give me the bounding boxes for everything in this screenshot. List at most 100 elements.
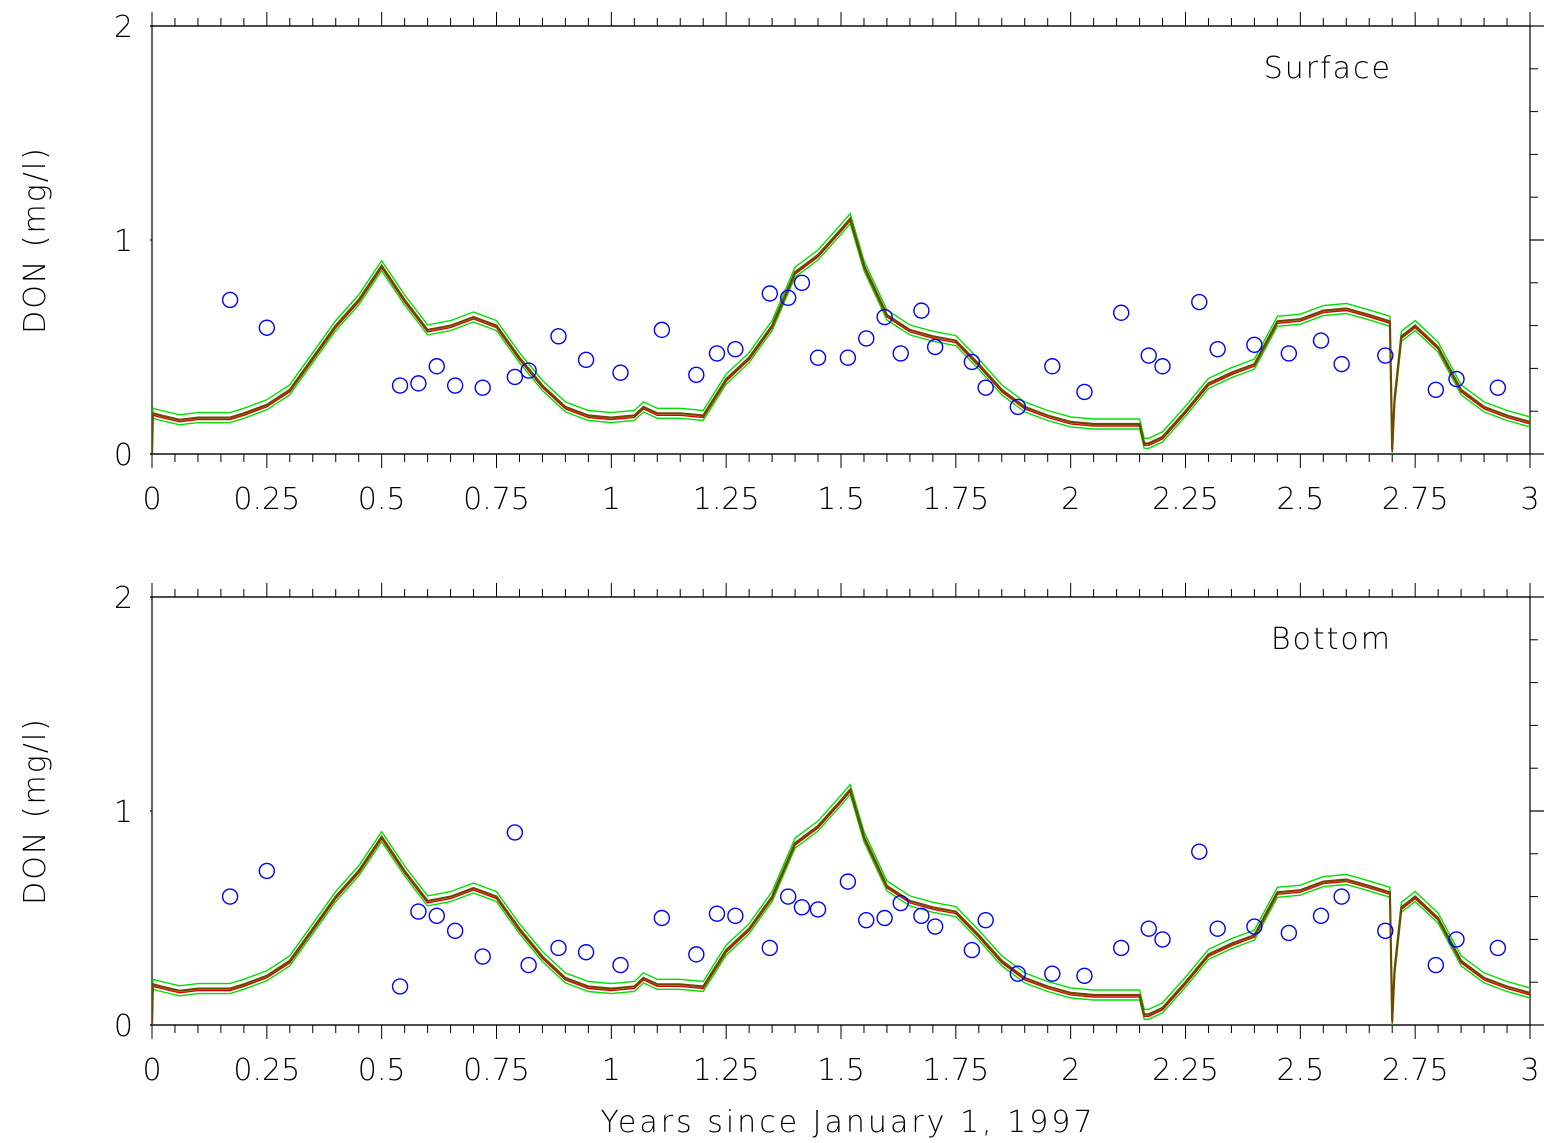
y-tick-label: 1 bbox=[114, 795, 133, 830]
observation-point bbox=[858, 911, 875, 929]
x-tick-label: 2.25 bbox=[1152, 1053, 1219, 1088]
observation-point bbox=[876, 308, 893, 326]
observation-point bbox=[520, 362, 537, 379]
observation-point bbox=[1427, 956, 1445, 974]
observation-point bbox=[1333, 888, 1350, 905]
observation-point bbox=[1489, 379, 1507, 396]
observation-point bbox=[474, 948, 491, 965]
observation-point bbox=[1154, 931, 1171, 948]
model-curve-group bbox=[152, 212, 1530, 454]
observation-point bbox=[913, 302, 930, 319]
observation-point bbox=[727, 340, 744, 358]
x-tick-label: 2.5 bbox=[1276, 1053, 1324, 1088]
observation-point bbox=[1312, 907, 1330, 925]
x-tick-label: 1.25 bbox=[693, 1053, 760, 1088]
observation-point bbox=[1312, 332, 1330, 349]
observation-point bbox=[926, 918, 944, 935]
observation-point bbox=[258, 319, 276, 336]
observation-point bbox=[1448, 931, 1465, 948]
model-curve-group bbox=[152, 783, 1530, 1025]
model-lower-envelope bbox=[152, 222, 1530, 454]
observation-point bbox=[446, 922, 464, 940]
panel-label: Surface bbox=[1264, 51, 1392, 86]
observation-point bbox=[708, 905, 726, 922]
observation-point bbox=[1191, 843, 1208, 860]
observation-point bbox=[793, 274, 811, 291]
observation-point bbox=[1154, 358, 1171, 375]
observation-point bbox=[1044, 358, 1061, 375]
observation-point bbox=[977, 911, 994, 929]
observation-point bbox=[653, 321, 671, 339]
observation-point bbox=[653, 909, 671, 927]
observation-point bbox=[1140, 347, 1157, 364]
observation-point bbox=[858, 330, 875, 347]
observation-point bbox=[1044, 965, 1061, 982]
observation-point bbox=[977, 379, 994, 396]
x-tick-label: 0.5 bbox=[358, 482, 406, 517]
observation-point bbox=[1191, 293, 1208, 311]
observation-point bbox=[761, 285, 779, 302]
x-tick-label: 2 bbox=[1061, 1053, 1080, 1088]
observation-point bbox=[839, 873, 857, 890]
observation-point bbox=[926, 338, 944, 356]
bottom-panel: 0 0.25 0.5 0.75 1 1.25 1.5 1.75 2 2.25 2.5 2.75 3 0 1 2… bbox=[18, 581, 1544, 1088]
x-tick-label: 1.5 bbox=[817, 482, 865, 517]
x-tick-label: 0.25 bbox=[233, 1053, 300, 1088]
x-tick-label: 1 bbox=[602, 482, 621, 517]
model-lower-envelope bbox=[152, 793, 1530, 1025]
observation-point bbox=[1280, 345, 1298, 362]
model-line bbox=[152, 216, 1530, 454]
observation-point bbox=[428, 358, 445, 375]
observation-point bbox=[1448, 370, 1465, 388]
observation-point bbox=[1140, 920, 1157, 937]
observation-point bbox=[1280, 924, 1298, 942]
observation-point bbox=[550, 328, 567, 345]
observation-point bbox=[1112, 939, 1130, 957]
x-tick-label: 0 bbox=[142, 482, 161, 517]
x-tick-label: 0.75 bbox=[463, 1053, 530, 1088]
observation-point bbox=[577, 351, 595, 369]
x-tick-label: 2.75 bbox=[1382, 482, 1449, 517]
observation-point bbox=[577, 944, 595, 961]
observation-point bbox=[506, 368, 524, 386]
y-axis-label: DON (mg/l) bbox=[18, 717, 53, 905]
observation-point bbox=[779, 289, 797, 306]
observation-point bbox=[892, 894, 909, 912]
observation-point bbox=[1489, 939, 1507, 957]
observation-point bbox=[391, 978, 409, 995]
observation-point bbox=[446, 377, 464, 394]
observation-point bbox=[688, 366, 705, 384]
observation-point bbox=[474, 379, 491, 396]
x-tick-label: 2 bbox=[1061, 482, 1080, 517]
observation-point bbox=[1377, 922, 1394, 940]
y-tick-label: 2 bbox=[114, 581, 133, 616]
observation-point bbox=[727, 907, 744, 925]
observation-point bbox=[520, 956, 537, 974]
x-tick-label: 3 bbox=[1520, 1053, 1539, 1088]
panel-label: Bottom bbox=[1271, 622, 1392, 657]
observation-point bbox=[876, 909, 893, 927]
observation-point bbox=[761, 939, 779, 957]
observation-point bbox=[793, 899, 811, 916]
observation-point bbox=[1076, 383, 1093, 401]
observation-point bbox=[1377, 347, 1394, 364]
model-mean-line bbox=[152, 219, 1530, 454]
observation-point bbox=[221, 888, 239, 905]
observation-point bbox=[612, 364, 629, 381]
y-tick-label: 1 bbox=[114, 224, 133, 259]
x-tick-label: 0.75 bbox=[463, 482, 530, 517]
observation-point bbox=[963, 941, 981, 959]
x-axis-label: Years since January 1, 1997 bbox=[601, 1105, 1096, 1140]
observation-point bbox=[391, 377, 409, 394]
observation-point bbox=[892, 345, 909, 362]
observation-point bbox=[258, 862, 276, 880]
x-tick-label: 0.5 bbox=[358, 1053, 406, 1088]
observation-point bbox=[1333, 355, 1350, 373]
observation-point bbox=[1009, 398, 1027, 416]
x-tick-label: 0.25 bbox=[233, 482, 300, 517]
observation-point bbox=[779, 888, 797, 905]
surface-panel: 0 0.25 0.5 0.75 1 1.25 1.5 1.75 2 2.25 2.5 2.75 3 0 1 2… bbox=[18, 10, 1544, 517]
observation-point bbox=[410, 903, 427, 920]
observation-point bbox=[1112, 304, 1130, 321]
